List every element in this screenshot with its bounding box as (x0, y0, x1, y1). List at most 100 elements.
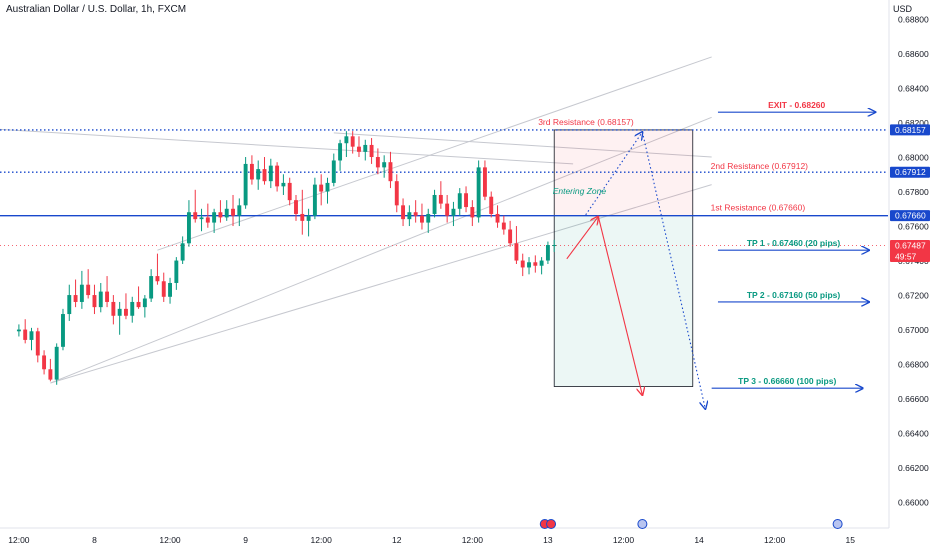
candle-body (508, 229, 513, 244)
x-tick-label: 12:00 (8, 535, 30, 545)
chart-title: Australian Dollar / U.S. Dollar, 1h, FXC… (6, 4, 187, 15)
candle-body (231, 208, 235, 216)
candle-body (357, 146, 361, 152)
down-arrow (597, 216, 642, 396)
candle-body (438, 194, 443, 204)
candle-body (451, 208, 456, 216)
candle-body (331, 160, 336, 183)
x-tick-label: 13 (543, 535, 553, 545)
trend-line (0, 128, 574, 165)
y-tick-label: 0.67000 (898, 325, 929, 335)
candle-body (325, 182, 330, 192)
candle-body (426, 213, 431, 223)
candle-body (111, 301, 116, 316)
candle-body (470, 207, 475, 218)
trend-line (50, 116, 712, 384)
candle-body (16, 329, 21, 332)
candle-body (294, 200, 298, 214)
candle-body (514, 243, 519, 261)
position-outline (553, 129, 694, 387)
candle-body (98, 291, 103, 308)
candle-body (86, 284, 91, 296)
y-tick-label: 0.68000 (898, 153, 929, 163)
price-label-bg (890, 166, 930, 178)
candle-body (464, 193, 468, 208)
up-arrow (566, 217, 598, 260)
candle-body (533, 262, 538, 266)
level-label: 2nd Resistance (0.67912) (711, 161, 809, 171)
candle-body (312, 184, 317, 216)
x-tick-label: 12:00 (764, 535, 786, 545)
dotted-down-arrow (641, 131, 705, 409)
candle-body (388, 162, 393, 182)
time-axis[interactable]: 12:00 8 12:00 9 12:00 12 12:00 13 12:00 14 12:00 15 (8, 519, 855, 546)
price-label: 0.68157 (895, 125, 926, 135)
us-flag-icon (832, 519, 843, 529)
candle-body (489, 196, 494, 214)
risk-zone (554, 129, 693, 216)
price-label-bg (890, 240, 930, 263)
candle-body (306, 215, 311, 221)
candle-body (212, 212, 217, 223)
candle-body (501, 222, 506, 230)
x-tick-label: 12:00 (613, 535, 635, 545)
candle-body (275, 165, 280, 187)
candle-body (338, 143, 343, 161)
candle-body (48, 369, 53, 380)
candle-body (319, 184, 324, 192)
candle-body (520, 260, 525, 268)
candle-body (344, 136, 349, 144)
x-tick-label: 12:00 (462, 535, 484, 545)
x-tick-label: 8 (92, 535, 97, 545)
candle-body (105, 291, 110, 302)
candle-body (287, 182, 292, 201)
price-axis[interactable]: 0.68800 0.68600 0.68400 0.68200 0.68000 0.678… (890, 14, 930, 508)
candle-body (180, 243, 185, 261)
annotations: EXIT - 0.68260 TP 1 - 0.67460 (20 pips) TP… (553, 100, 876, 388)
candle-body (363, 144, 368, 152)
target-label: TP 2 - 0.67160 (50 pips) (747, 290, 841, 300)
candle-body (168, 282, 172, 297)
position-box[interactable] (553, 129, 694, 387)
candle-body (249, 163, 254, 180)
candle-body (256, 169, 261, 180)
candle-body (73, 295, 78, 302)
candle-body (67, 295, 72, 315)
reward-zone (554, 215, 693, 387)
y-tick-label: 0.66800 (898, 360, 929, 370)
candle-body (262, 169, 267, 182)
candle-body (155, 276, 160, 282)
y-tick-label: 0.67600 (898, 222, 929, 232)
price-label: 0.67912 (895, 167, 926, 177)
candle-body (476, 167, 481, 218)
candle-body (527, 262, 531, 268)
candle-body (142, 298, 147, 308)
y-tick-label: 0.68200 (898, 118, 929, 128)
target-label: TP 1 - 0.67460 (20 pips) (747, 238, 841, 248)
candle-body (35, 331, 40, 356)
forecast-arrows (566, 131, 706, 409)
candle-body (401, 205, 406, 220)
candle-body (79, 284, 84, 302)
candle-body (23, 329, 28, 340)
candles (16, 131, 557, 385)
candle-body (42, 355, 47, 370)
y-tick-label: 0.68600 (898, 49, 929, 59)
target-label: EXIT - 0.68260 (768, 100, 825, 110)
trend-line (333, 132, 712, 158)
x-tick-label: 15 (845, 535, 855, 545)
y-tick-label: 0.66200 (898, 463, 929, 473)
candle-body (224, 208, 229, 218)
entering-zone-label: Entering Zone (553, 186, 607, 196)
trend-lines (0, 56, 712, 384)
event-icon (546, 519, 557, 529)
candle-body (193, 212, 198, 220)
candle-body (149, 276, 154, 299)
y-tick-label: 0.67200 (898, 291, 929, 301)
candle-body (29, 331, 34, 340)
resistance-levels: 3rd Resistance (0.68157) 2nd Resistance (… (0, 117, 888, 246)
candle-body (407, 212, 412, 220)
x-tick-label: 12:00 (311, 535, 333, 545)
y-tick-label: 0.66600 (898, 394, 929, 404)
